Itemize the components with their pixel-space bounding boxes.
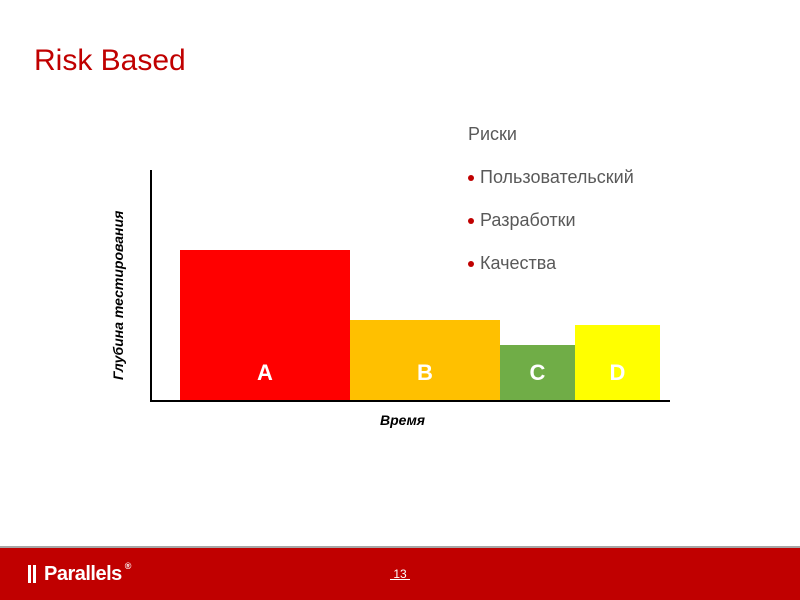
- risk-item: Пользовательский: [468, 167, 634, 188]
- y-axis-label: Глубина тестирования: [110, 211, 126, 380]
- risk-label: Пользовательский: [480, 167, 634, 188]
- bar-b: B: [350, 320, 500, 400]
- risk-item: Качества: [468, 253, 634, 274]
- bullet-icon: [468, 261, 474, 267]
- brand-name: Parallels: [44, 563, 122, 586]
- trademark-icon: ®: [125, 561, 131, 571]
- risk-label: Разработки: [480, 210, 576, 231]
- parallels-bars-icon: [28, 565, 38, 583]
- footer-top-strip: [0, 536, 800, 546]
- bar-label: B: [350, 360, 500, 400]
- x-axis-line: [150, 400, 670, 402]
- bullet-icon: [468, 218, 474, 224]
- y-axis-line: [150, 170, 152, 400]
- slide-title: Risk Based: [34, 44, 186, 78]
- bar-d: D: [575, 325, 660, 400]
- brand-logo: Parallels ®: [28, 563, 131, 586]
- slide: Risk Based Глубина тестирования Время AB…: [0, 0, 800, 600]
- bar-c: C: [500, 345, 575, 400]
- risks-heading: Риски: [468, 124, 634, 145]
- footer-main: Parallels ® 13: [0, 548, 800, 600]
- footer: Parallels ® 13: [0, 536, 800, 600]
- bar-label: C: [500, 360, 575, 400]
- bar-label: D: [575, 360, 660, 400]
- risks-panel: Риски Пользовательский Разработки Качества: [468, 124, 634, 296]
- bullet-icon: [468, 175, 474, 181]
- bar-a: A: [180, 250, 350, 400]
- risk-item: Разработки: [468, 210, 634, 231]
- risk-label: Качества: [480, 253, 556, 274]
- x-axis-label: Время: [380, 412, 425, 428]
- page-number: 13: [390, 567, 410, 581]
- bar-label: A: [180, 360, 350, 400]
